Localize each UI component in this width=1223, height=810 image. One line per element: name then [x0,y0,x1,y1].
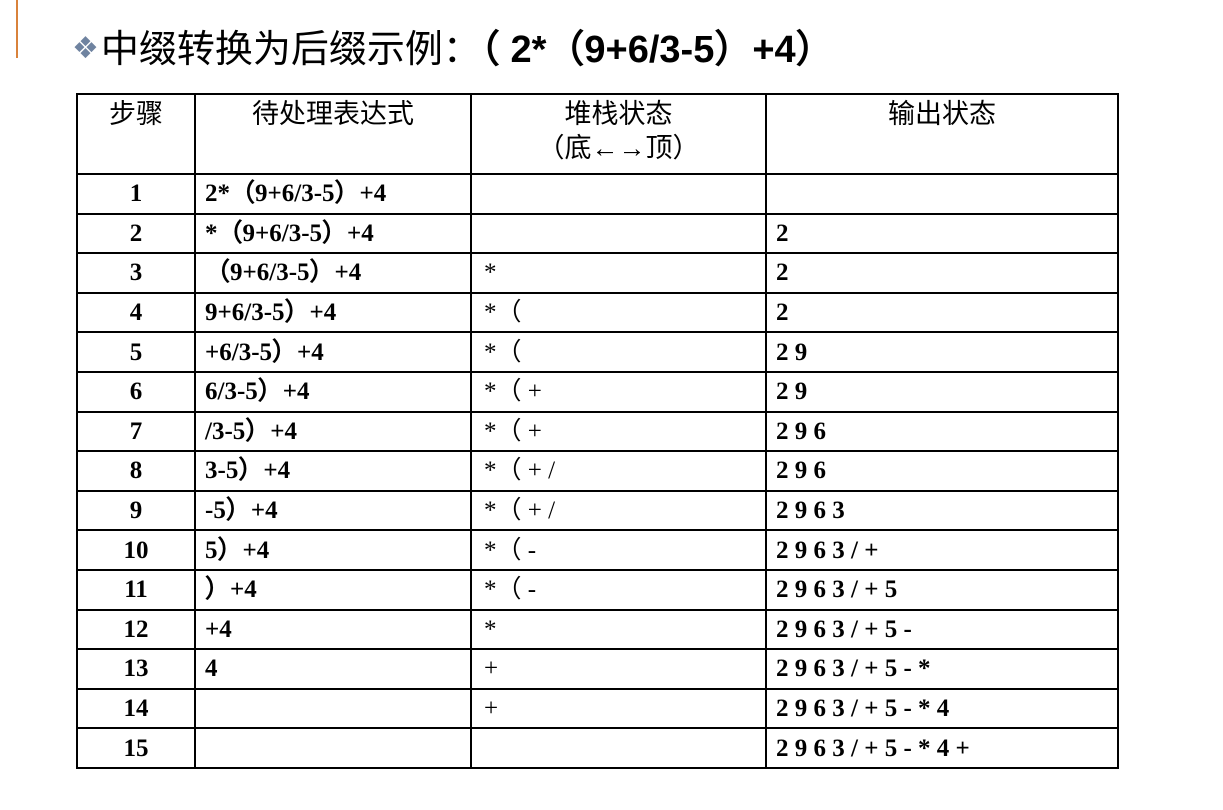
output-cell: 2 [765,212,1119,255]
stack-cell: * [470,252,767,294]
conversion-table: 步骤 待处理表达式 堆栈状态 （底←→顶） 输出状态 1 2*（9+6/3-5）+4… [76,93,1119,769]
table-row: 2 *（9+6/3-5）+4 2 [76,212,1119,255]
output-cell [765,173,1119,215]
stack-cell: *（ [470,331,767,373]
output-cell: 2 [765,252,1119,294]
table-row: 8 3-5）+4 *（ + /2 9 6 [76,450,1119,492]
output-cell: 2 9 6 3 / + 5 - [765,608,1119,651]
expression-cell: /3-5）+4 [194,410,472,453]
stack-cell: * [470,608,767,651]
step-cell: 12 [76,608,196,651]
step-cell: 7 [76,410,196,453]
header-stack-sub: （底←→顶） [537,133,700,163]
stack-cell: *（ + / [470,450,767,492]
stack-cell: *（ - [470,529,767,571]
title-text: 中缀转换为后缀示例： [100,29,481,71]
expression-cell: -5）+4 [194,489,472,532]
expression-cell: +4 [194,608,472,651]
header-stack-label: 堆栈状态 [564,99,673,129]
header-stack: 堆栈状态 （底←→顶） [470,93,767,175]
table-row: 11 ）+4 *（ -2 9 6 3 / + 5 [76,568,1119,611]
expression-cell: ）+4 [194,568,472,611]
expression-cell: 9+6/3-5）+4 [194,291,472,334]
expression-cell [194,727,472,769]
output-cell: 2 9 6 3 / + 5 - * [765,648,1119,690]
stack-cell [470,173,767,215]
step-cell: 8 [76,450,196,492]
output-cell: 2 9 6 3 / + [765,529,1119,571]
output-cell: 2 9 6 3 [765,489,1119,532]
step-cell: 14 [76,687,196,730]
table-row: 7/3-5）+4 *（ +2 9 6 [76,410,1119,453]
step-cell: 1 [76,173,196,215]
accent-bar [16,0,18,58]
output-cell: 2 9 6 [765,450,1119,492]
stack-cell: *（ + [470,410,767,453]
output-cell: 2 9 6 3 / + 5 - * 4 + [765,727,1119,769]
step-cell: 6 [76,370,196,413]
output-cell: 2 9 6 3 / + 5 [765,568,1119,611]
table-row: 14 +2 9 6 3 / + 5 - * 4 [76,687,1119,730]
table-header-row: 步骤 待处理表达式 堆栈状态 （底←→顶） 输出状态 [76,93,1119,175]
diamond-cluster-icon: ❖ [72,32,99,65]
table-row: 10 5）+4 *（ -2 9 6 3 / + [76,529,1119,571]
stack-cell: *（ + [470,370,767,413]
stack-cell: *（ - [470,568,767,611]
expression-cell: *（9+6/3-5）+4 [194,212,472,255]
table-row: 4 9+6/3-5）+4 *（ 2 [76,291,1119,334]
table-row: 3 （9+6/3-5）+4 * 2 [76,252,1119,294]
expression-cell: 4 [194,648,472,690]
expression-cell: 3-5）+4 [194,450,472,492]
stack-cell: + [470,648,767,690]
output-cell: 2 9 6 [765,410,1119,453]
expression-cell: （9+6/3-5）+4 [194,252,472,294]
header-step: 步骤 [76,93,196,175]
table-row: 5 +6/3-5）+4 *（ 2 9 [76,331,1119,373]
stack-cell: *（ + / [470,489,767,532]
step-cell: 10 [76,529,196,571]
output-cell: 2 9 [765,370,1119,413]
slide-title: ❖中缀转换为后缀示例：（ 2*（9+6/3-5）+4） [72,18,834,73]
header-expression: 待处理表达式 [194,93,472,175]
table-row: 15 2 9 6 3 / + 5 - * 4 + [76,727,1119,769]
table-row: 1 2*（9+6/3-5）+4 [76,173,1119,215]
output-cell: 2 [765,291,1119,334]
expression-cell: +6/3-5）+4 [194,331,472,373]
expression-cell [194,687,472,730]
step-cell: 2 [76,212,196,255]
expression-cell: 5）+4 [194,529,472,571]
stack-cell [470,727,767,769]
table-row: 9 -5）+4 *（ + /2 9 6 3 [76,489,1119,532]
table-row: 13 4 +2 9 6 3 / + 5 - * [76,648,1119,690]
table-row: 6 6/3-5）+4 *（ +2 9 [76,370,1119,413]
table-row: 12 +4 * 2 9 6 3 / + 5 - [76,608,1119,651]
expression-cell: 2*（9+6/3-5）+4 [194,173,472,215]
expression-cell: 6/3-5）+4 [194,370,472,413]
step-cell: 9 [76,489,196,532]
stack-cell: + [470,687,767,730]
step-cell: 11 [76,568,196,611]
step-cell: 13 [76,648,196,690]
output-cell: 2 9 6 3 / + 5 - * 4 [765,687,1119,730]
step-cell: 5 [76,331,196,373]
step-cell: 4 [76,291,196,334]
title-expression: （ 2*（9+6/3-5）+4） [480,29,834,71]
header-output: 输出状态 [765,93,1119,175]
step-cell: 15 [76,727,196,769]
step-cell: 3 [76,252,196,294]
stack-cell [470,212,767,255]
output-cell: 2 9 [765,331,1119,373]
stack-cell: *（ [470,291,767,334]
